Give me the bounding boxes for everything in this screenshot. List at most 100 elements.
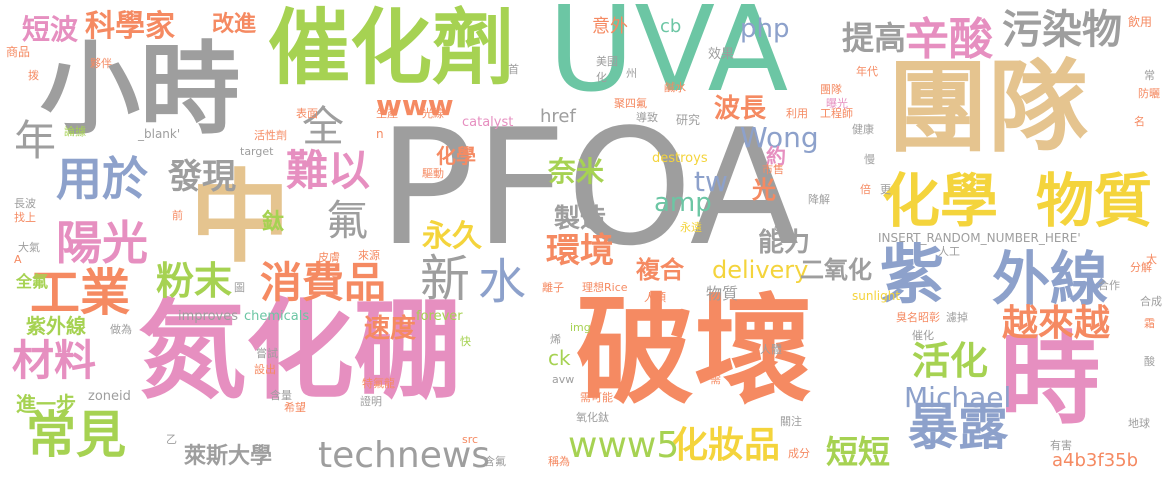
word: 人體 [760, 343, 782, 356]
word: 含氟 [484, 455, 506, 468]
word: 中 [190, 159, 290, 276]
word: 製造 [554, 204, 607, 234]
word: 設出 [254, 363, 276, 376]
word: improves [178, 309, 239, 324]
word: 活性劑 [254, 129, 287, 142]
word: 防曬 [1138, 87, 1160, 100]
word: src [462, 433, 479, 446]
word: 太 [1146, 253, 1157, 266]
word: 時 [1000, 321, 1100, 438]
word: 陽光 [56, 216, 148, 270]
word: 化妝品 [672, 425, 781, 466]
word: 希望 [284, 401, 306, 414]
word: 做為 [110, 323, 132, 336]
word: 表面 [296, 107, 318, 120]
word: 烯 [550, 333, 561, 346]
word: 臭名昭彰 [896, 311, 940, 324]
word: 發現 [168, 157, 236, 197]
word: avw [552, 373, 575, 386]
word: 常見 [26, 406, 126, 464]
word: 特氟龍 [362, 377, 395, 390]
word: 霜 [1144, 317, 1155, 330]
word: 快 [460, 335, 471, 348]
word: 氮化硼 [138, 289, 463, 414]
word: chemicals [244, 309, 310, 324]
word: 拨 [28, 69, 39, 82]
word: 催化 [912, 329, 934, 342]
word: 用於 [56, 152, 148, 206]
word: 提高 [842, 19, 907, 57]
word: 改進 [212, 12, 257, 37]
word: 名 [1134, 115, 1145, 128]
word: 嘗試 [256, 347, 278, 360]
word: 氟 [326, 196, 369, 245]
word: 含量 [270, 389, 292, 402]
word: 水 [478, 254, 527, 310]
word: 化學 [436, 144, 476, 168]
word: 大氣 [18, 241, 40, 254]
word: 短短 [826, 433, 891, 471]
word: 商品 [6, 45, 31, 59]
word: tw [694, 165, 728, 198]
word: 化 [596, 71, 607, 84]
word: 聚四氟 [614, 97, 647, 110]
word: 永久 [422, 219, 482, 254]
word: PFOA [378, 94, 800, 281]
word: 鹹水 [664, 81, 686, 94]
word: 降解 [808, 193, 830, 206]
word: 紫 [880, 239, 944, 313]
word: 成分 [788, 447, 810, 460]
word: 物質 [1036, 167, 1153, 235]
word: 人類 [644, 291, 666, 304]
word: 短波 [22, 13, 79, 46]
word: 越來越 [1002, 303, 1111, 344]
word: 驅動 [422, 167, 444, 180]
word: 合成 [1140, 295, 1162, 308]
word: 小時 [40, 31, 240, 148]
word: 意外 [592, 16, 628, 37]
word: 約 [766, 144, 786, 168]
word: 人工 [938, 245, 960, 258]
word: delivery [712, 256, 809, 284]
word: 消費品 [260, 258, 387, 307]
word: 萊斯大學 [184, 444, 273, 469]
word: 找上 [14, 211, 36, 224]
word: 需可能 [580, 391, 613, 404]
word: 研究 [676, 113, 701, 127]
word: php [740, 14, 790, 44]
word: 鈦 [262, 210, 285, 235]
word: 工程師 [820, 107, 853, 120]
word: 年代 [856, 65, 878, 78]
word: 需 [710, 373, 721, 386]
word: 證明 [360, 395, 382, 408]
word: 離子 [542, 281, 564, 294]
word: 氧化鈦 [576, 411, 609, 424]
word: 複合 [636, 256, 684, 284]
word: 新 [420, 250, 470, 308]
word: 關注 [780, 415, 802, 428]
word: 導致 [636, 111, 658, 124]
word: sunlight [852, 289, 901, 303]
word: n [376, 127, 384, 141]
word: 年 [14, 116, 57, 165]
word: 慢 [864, 153, 875, 166]
word: 難以 [286, 146, 371, 195]
word: A [14, 253, 22, 266]
word: www5 [568, 425, 680, 466]
word: 生產 [376, 107, 398, 120]
word: 活化 [912, 339, 989, 383]
word: 光線 [422, 107, 444, 120]
word: href [540, 106, 576, 127]
word: c [774, 221, 781, 234]
word: 分解 [1130, 261, 1152, 274]
word: 辛酸 [905, 14, 993, 65]
word: 濾掉 [946, 311, 968, 324]
word: 污染物 [1002, 7, 1122, 53]
word: 物質 [706, 284, 739, 303]
word: ck [548, 346, 571, 370]
word: 長波 [14, 197, 36, 210]
word: 化學 [882, 167, 999, 235]
word: 全 [302, 102, 345, 151]
word: 州 [626, 67, 637, 80]
